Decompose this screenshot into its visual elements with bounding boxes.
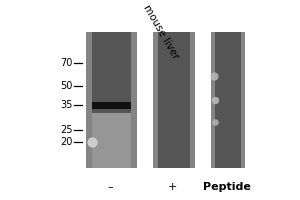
Text: Peptide: Peptide bbox=[203, 182, 251, 192]
Text: 50: 50 bbox=[60, 81, 73, 91]
Bar bbox=[190, 32, 195, 168]
Point bbox=[213, 98, 218, 102]
Text: 35: 35 bbox=[60, 100, 73, 110]
Bar bbox=[86, 32, 92, 168]
Bar bbox=[153, 32, 158, 168]
Text: 20: 20 bbox=[60, 137, 73, 147]
Text: +: + bbox=[168, 182, 177, 192]
Text: mouse liver: mouse liver bbox=[141, 3, 180, 61]
Text: 70: 70 bbox=[60, 58, 73, 68]
Bar bbox=[92, 113, 130, 168]
Bar bbox=[86, 32, 136, 168]
Bar bbox=[211, 32, 245, 168]
Text: –: – bbox=[107, 182, 113, 192]
Point bbox=[90, 140, 94, 143]
Point bbox=[212, 120, 217, 123]
Bar bbox=[211, 32, 215, 168]
Point bbox=[212, 74, 216, 77]
Bar bbox=[130, 32, 136, 168]
Bar bbox=[92, 102, 131, 109]
Bar bbox=[241, 32, 245, 168]
Text: 25: 25 bbox=[60, 125, 73, 135]
Bar bbox=[153, 32, 195, 168]
